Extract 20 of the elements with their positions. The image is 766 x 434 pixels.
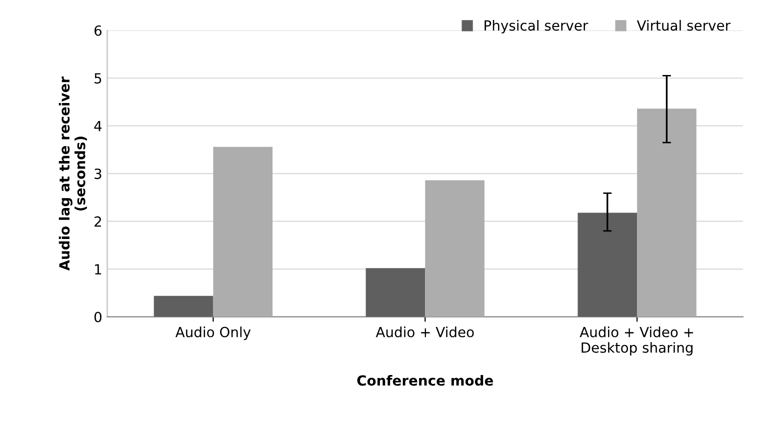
- bar: [637, 108, 696, 317]
- bar: [366, 268, 426, 317]
- legend-label: Physical server: [484, 20, 588, 34]
- bar: [578, 212, 638, 317]
- x-tick-label: Audio Only: [175, 326, 251, 340]
- y-tick-label: 5: [94, 73, 102, 84]
- x-tick-label: Audio + Video: [376, 326, 474, 338]
- y-tick-label: 2: [94, 216, 101, 227]
- y-tick-label: 1: [95, 264, 102, 274]
- y-tick-label: 6: [94, 25, 102, 36]
- y-tick-label: 4: [94, 121, 102, 132]
- bar: [213, 146, 273, 317]
- x-axis-title: Conference mode: [357, 374, 494, 386]
- legend-label: Virtual server: [636, 20, 731, 31]
- y-tick-label: 3: [94, 168, 102, 180]
- y-tick-label: 0: [94, 312, 102, 322]
- y-axis-title: Audio lag at the receiver (seconds): [58, 76, 87, 271]
- bar: [425, 180, 484, 317]
- x-tick-label: Audio + Video + Desktop sharing: [580, 326, 694, 356]
- bar: [154, 296, 214, 317]
